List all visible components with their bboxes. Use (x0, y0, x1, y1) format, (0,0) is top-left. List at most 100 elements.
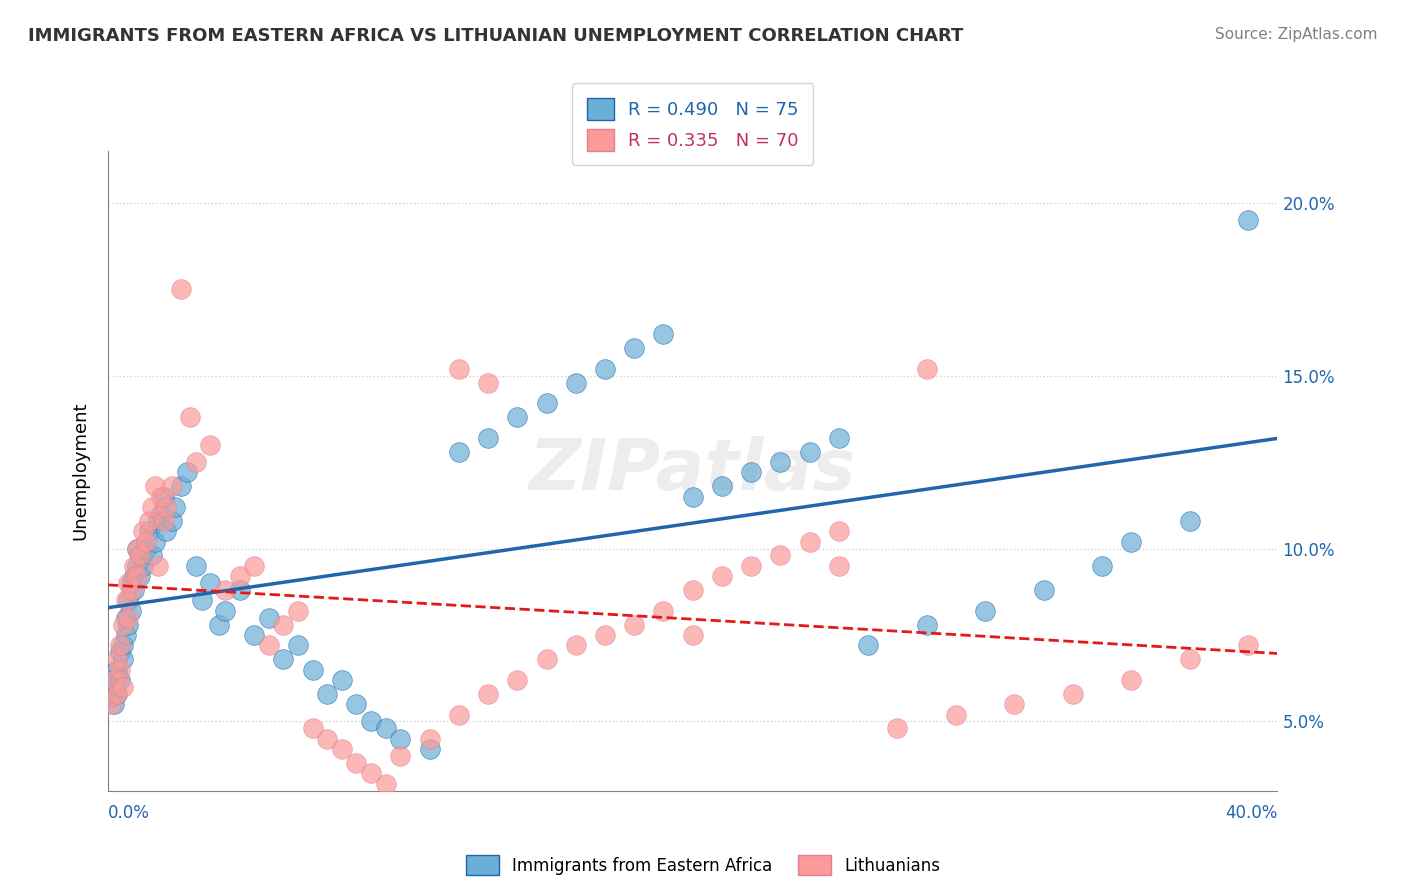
Point (120, 582, 142, 597)
Point (769, 549, 792, 563)
Point (1091, 558, 1114, 573)
Point (389, 731, 412, 746)
Point (190, 593, 212, 607)
Point (214, 604, 236, 618)
Point (287, 639, 309, 653)
Point (287, 604, 309, 618)
Point (129, 549, 152, 563)
Point (316, 687, 339, 701)
Point (138, 514, 160, 528)
Point (447, 444, 470, 458)
Point (1062, 687, 1084, 701)
Point (165, 500, 187, 514)
Point (974, 604, 997, 618)
Point (114, 611, 136, 625)
Text: ZIPatlas: ZIPatlas (529, 436, 856, 505)
Point (155, 500, 177, 514)
Y-axis label: Unemployment: Unemployment (72, 401, 89, 540)
Point (170, 282, 193, 296)
Point (143, 479, 166, 493)
Point (316, 731, 339, 746)
Point (799, 444, 821, 458)
Point (536, 396, 558, 410)
Point (111, 617, 134, 632)
Point (111, 639, 134, 653)
Text: IMMIGRANTS FROM EASTERN AFRICA VS LITHUANIAN UNEMPLOYMENT CORRELATION CHART: IMMIGRANTS FROM EASTERN AFRICA VS LITHUA… (28, 27, 963, 45)
Point (120, 576, 142, 591)
Point (477, 431, 499, 445)
Point (419, 731, 441, 746)
Point (477, 687, 499, 701)
Point (108, 663, 131, 677)
Point (138, 524, 160, 539)
Point (100, 697, 122, 711)
Point (127, 558, 149, 573)
Point (856, 639, 879, 653)
Point (740, 558, 762, 573)
Point (132, 524, 155, 539)
Point (108, 673, 131, 687)
Point (111, 652, 134, 666)
Point (360, 714, 382, 729)
Point (114, 628, 136, 642)
Point (330, 742, 353, 756)
Point (117, 576, 139, 591)
Point (129, 569, 152, 583)
Point (536, 652, 558, 666)
Point (243, 558, 266, 573)
Point (593, 361, 616, 376)
Point (593, 628, 616, 642)
Point (360, 766, 382, 780)
Point (389, 749, 412, 764)
Point (184, 455, 207, 469)
Point (1032, 582, 1054, 597)
Point (170, 479, 193, 493)
Point (477, 376, 499, 390)
Point (124, 569, 146, 583)
Point (652, 327, 675, 342)
Point (273, 617, 295, 632)
Point (146, 514, 169, 528)
Point (228, 569, 250, 583)
Point (124, 582, 146, 597)
Point (506, 673, 529, 687)
Point (828, 558, 851, 573)
Point (682, 628, 704, 642)
Point (152, 514, 174, 528)
Text: Source: ZipAtlas.com: Source: ZipAtlas.com (1215, 27, 1378, 42)
Point (740, 466, 762, 480)
Point (135, 534, 157, 549)
Point (143, 534, 166, 549)
Point (208, 617, 231, 632)
Point (1002, 697, 1025, 711)
Point (374, 777, 396, 791)
Point (828, 524, 851, 539)
Point (179, 410, 201, 425)
Point (117, 611, 139, 625)
Point (1121, 534, 1143, 549)
Point (945, 707, 967, 722)
Point (330, 673, 353, 687)
Point (799, 534, 821, 549)
Point (117, 617, 139, 632)
Point (105, 669, 128, 683)
Point (447, 361, 470, 376)
Point (682, 490, 704, 504)
Point (141, 500, 163, 514)
Point (506, 410, 529, 425)
Point (273, 652, 295, 666)
Legend: Immigrants from Eastern Africa, Lithuanians: Immigrants from Eastern Africa, Lithuani… (458, 848, 948, 882)
Point (652, 604, 675, 618)
Point (243, 628, 266, 642)
Point (564, 376, 586, 390)
Point (129, 549, 152, 563)
Point (228, 582, 250, 597)
Point (105, 687, 128, 701)
Point (127, 569, 149, 583)
Point (1121, 673, 1143, 687)
Point (447, 707, 470, 722)
Point (564, 639, 586, 653)
Point (346, 756, 368, 770)
Point (301, 663, 323, 677)
Point (710, 569, 733, 583)
